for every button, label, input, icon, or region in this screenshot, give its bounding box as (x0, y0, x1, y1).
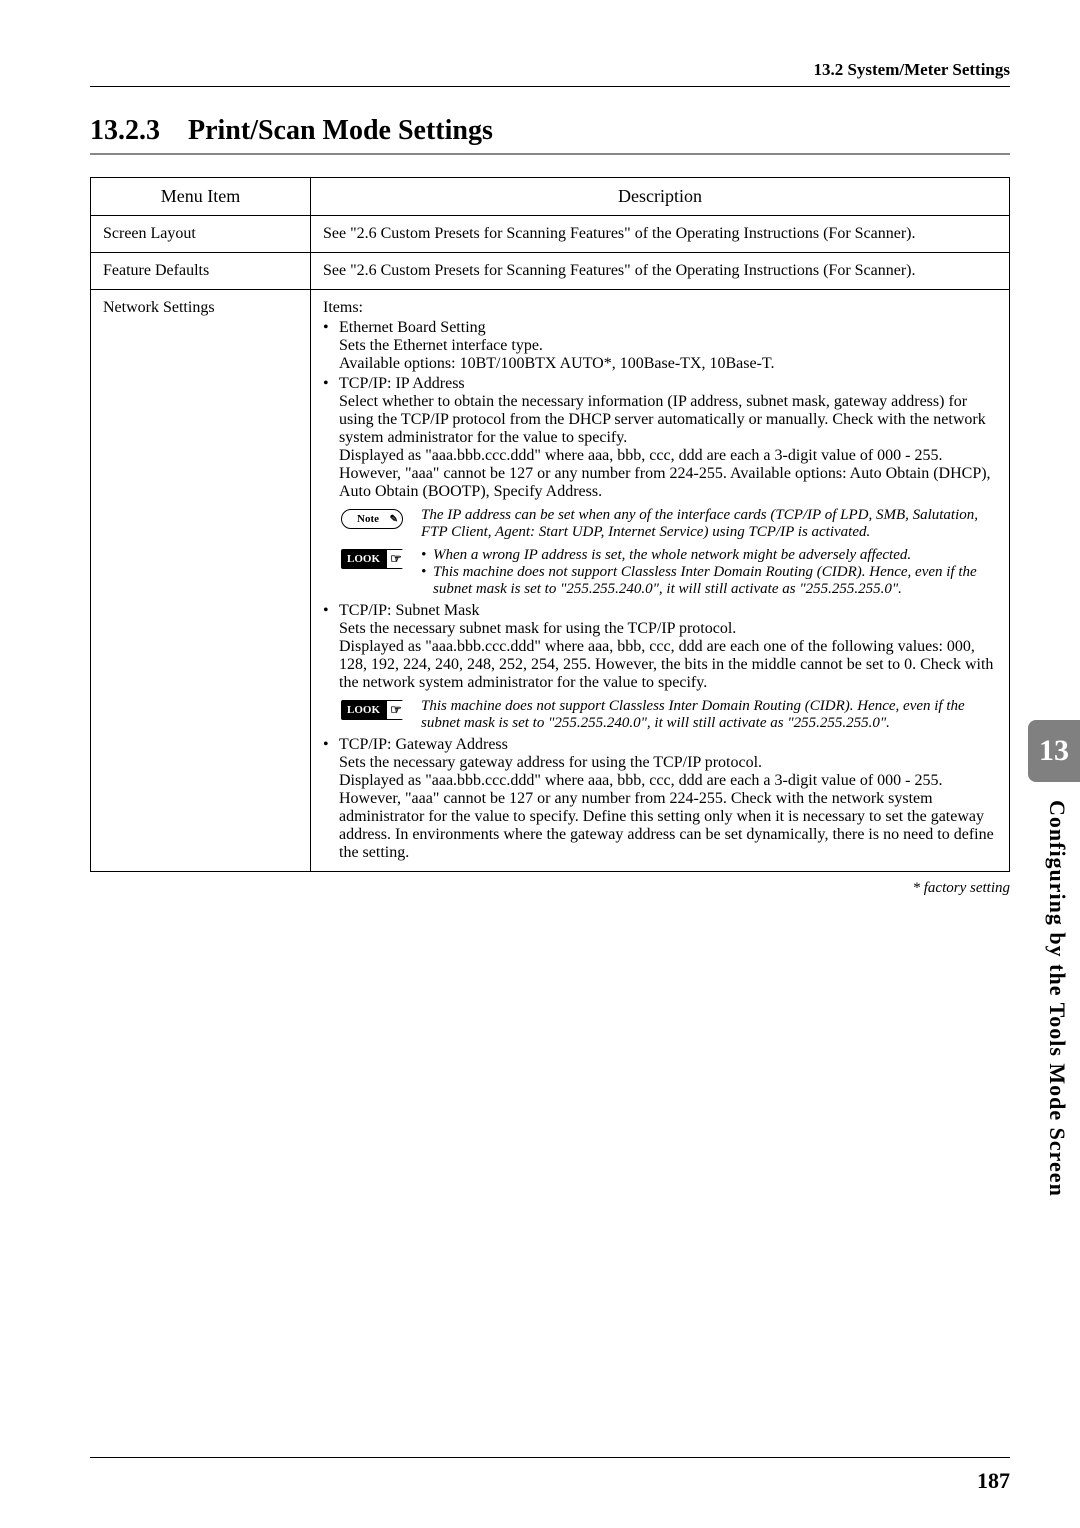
bullet-item: • Ethernet Board Setting Sets the Ethern… (323, 319, 997, 373)
col-header-desc: Description (311, 178, 1010, 216)
section-number: 13.2.3 (90, 115, 160, 146)
table-row: Network Settings Items: • Ethernet Board… (91, 290, 1010, 872)
section-heading: 13.2.3 Print/Scan Mode Settings (90, 115, 1010, 147)
bullet-title: TCP/IP: Subnet Mask (339, 602, 997, 620)
bullet-text: Displayed as "aaa.bbb.ccc.ddd" where aaa… (339, 772, 997, 862)
table-header-row: Menu Item Description (91, 178, 1010, 216)
desc-cell: Items: • Ethernet Board Setting Sets the… (311, 290, 1010, 872)
bullet-icon: • (323, 602, 339, 692)
bullet-title: Ethernet Board Setting (339, 319, 997, 337)
section-title: Print/Scan Mode Settings (188, 115, 493, 146)
bullet-item: • TCP/IP: Gateway Address Sets the neces… (323, 736, 997, 862)
section-rule (90, 153, 1010, 155)
bullet-text: Sets the necessary subnet mask for using… (339, 620, 997, 638)
bullet-item: • TCP/IP: IP Address Select whether to o… (323, 375, 997, 501)
bullet-text: Displayed as "aaa.bbb.ccc.ddd" where aaa… (339, 447, 997, 501)
running-header: 13.2 System/Meter Settings (90, 60, 1010, 80)
bullet-text: Displayed as "aaa.bbb.ccc.ddd" where aaa… (339, 638, 997, 692)
look-line: This machine does not support Classless … (433, 564, 997, 598)
menu-cell: Feature Defaults (91, 253, 311, 290)
table-row: Feature Defaults See "2.6 Custom Presets… (91, 253, 1010, 290)
look-text: This machine does not support Classless … (421, 698, 997, 732)
look-icon: LOOK (341, 549, 403, 569)
note-icon: Note (341, 509, 403, 529)
bullet-title: TCP/IP: IP Address (339, 375, 997, 393)
col-header-menu: Menu Item (91, 178, 311, 216)
chapter-tab: 13 (1028, 720, 1080, 782)
desc-cell: See "2.6 Custom Presets for Scanning Fea… (311, 216, 1010, 253)
look-icon: LOOK (341, 700, 403, 720)
settings-table: Menu Item Description Screen Layout See … (90, 177, 1010, 872)
chapter-title-vertical: Configuring by the Tools Mode Screen (1044, 800, 1070, 1197)
bullet-text: Available options: 10BT/100BTX AUTO*, 10… (339, 355, 997, 373)
desc-cell: See "2.6 Custom Presets for Scanning Fea… (311, 253, 1010, 290)
bullet-text: Select whether to obtain the necessary i… (339, 393, 997, 447)
footer-rule (90, 1457, 1010, 1458)
bullet-title: TCP/IP: Gateway Address (339, 736, 997, 754)
bullet-text: Sets the necessary gateway address for u… (339, 754, 997, 772)
look-callout: LOOK This machine does not support Class… (341, 698, 997, 732)
table-row: Screen Layout See "2.6 Custom Presets fo… (91, 216, 1010, 253)
note-callout: Note The IP address can be set when any … (341, 507, 997, 541)
look-callout: LOOK •When a wrong IP address is set, th… (341, 547, 997, 598)
look-line: When a wrong IP address is set, the whol… (433, 547, 911, 564)
menu-cell: Screen Layout (91, 216, 311, 253)
header-rule (90, 86, 1010, 87)
bullet-text: Sets the Ethernet interface type. (339, 337, 997, 355)
note-text: The IP address can be set when any of th… (421, 507, 997, 541)
factory-setting-note: * factory setting (90, 880, 1010, 897)
bullet-icon: • (323, 736, 339, 862)
bullet-item: • TCP/IP: Subnet Mask Sets the necessary… (323, 602, 997, 692)
page-number: 187 (977, 1468, 1010, 1494)
look-text: •When a wrong IP address is set, the who… (421, 547, 997, 598)
items-label: Items: (323, 299, 997, 317)
menu-cell: Network Settings (91, 290, 311, 872)
bullet-icon: • (323, 375, 339, 501)
bullet-icon: • (323, 319, 339, 373)
